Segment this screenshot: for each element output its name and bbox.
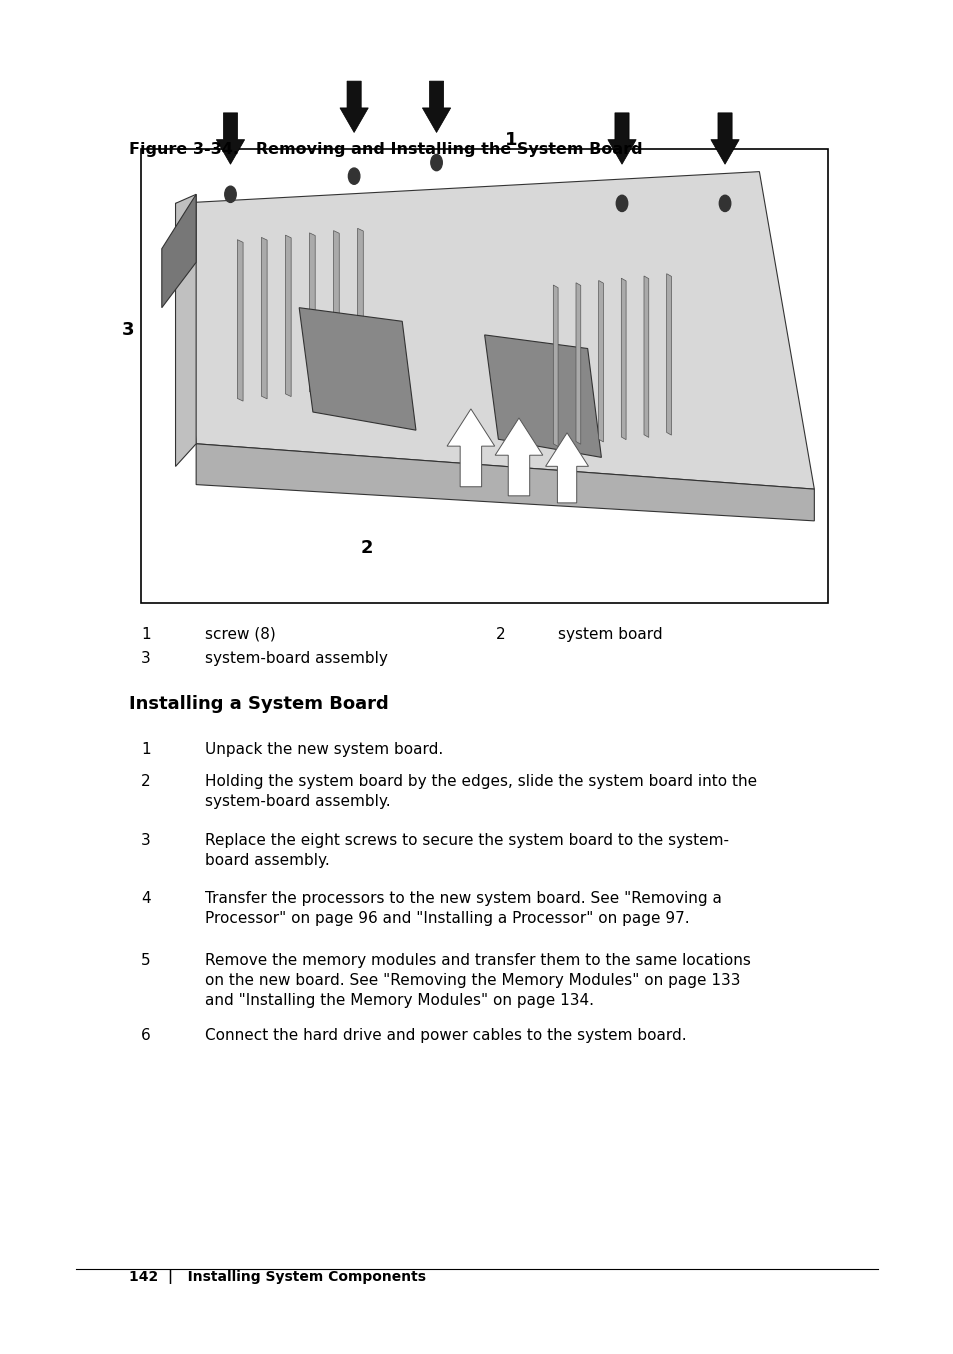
Text: 4: 4 [141, 891, 151, 906]
Polygon shape [620, 278, 625, 440]
Circle shape [719, 195, 730, 211]
Text: screw (8): screw (8) [205, 627, 275, 642]
Text: 5: 5 [141, 953, 151, 968]
Text: Replace the eight screws to secure the system board to the system-
board assembl: Replace the eight screws to secure the s… [205, 833, 728, 868]
Polygon shape [422, 81, 450, 133]
Polygon shape [309, 233, 314, 394]
Text: 142  |   Installing System Components: 142 | Installing System Components [129, 1270, 425, 1284]
Circle shape [431, 154, 442, 171]
Text: system-board assembly: system-board assembly [205, 651, 388, 666]
Text: 1: 1 [141, 742, 151, 757]
Polygon shape [285, 236, 291, 397]
Text: 2: 2 [360, 539, 374, 556]
Polygon shape [643, 276, 648, 437]
Text: Holding the system board by the edges, slide the system board into the
system-bo: Holding the system board by the edges, s… [205, 774, 757, 810]
Polygon shape [666, 274, 671, 435]
Bar [141, 149, 827, 603]
Text: 1: 1 [141, 627, 151, 642]
Polygon shape [545, 433, 588, 502]
Polygon shape [598, 280, 603, 441]
Text: 1: 1 [505, 131, 517, 149]
Circle shape [225, 185, 236, 202]
Polygon shape [339, 81, 368, 133]
Text: 3: 3 [122, 321, 134, 340]
Polygon shape [447, 409, 495, 486]
Polygon shape [175, 194, 196, 466]
Polygon shape [162, 194, 196, 307]
Text: Connect the hard drive and power cables to the system board.: Connect the hard drive and power cables … [205, 1028, 686, 1043]
Text: 2: 2 [141, 774, 151, 789]
Polygon shape [607, 112, 636, 164]
Polygon shape [196, 444, 814, 521]
Text: Figure 3-34.   Removing and Installing the System Board: Figure 3-34. Removing and Installing the… [129, 142, 641, 157]
Text: Remove the memory modules and transfer them to the same locations
on the new boa: Remove the memory modules and transfer t… [205, 953, 750, 1007]
Text: system board: system board [558, 627, 662, 642]
Polygon shape [484, 334, 600, 458]
Polygon shape [334, 230, 339, 393]
Text: Installing a System Board: Installing a System Board [129, 695, 388, 712]
Polygon shape [710, 112, 739, 164]
Text: 3: 3 [141, 651, 151, 666]
Polygon shape [261, 237, 267, 399]
Polygon shape [299, 307, 416, 431]
Circle shape [616, 195, 627, 211]
Polygon shape [175, 172, 814, 489]
Polygon shape [216, 112, 244, 164]
Text: Unpack the new system board.: Unpack the new system board. [205, 742, 443, 757]
Text: 2: 2 [496, 627, 505, 642]
Polygon shape [357, 229, 363, 390]
Circle shape [348, 168, 359, 184]
Polygon shape [237, 240, 243, 401]
Text: Transfer the processors to the new system board. See "Removing a
Processor" on p: Transfer the processors to the new syste… [205, 891, 721, 926]
Polygon shape [495, 418, 542, 496]
Polygon shape [553, 284, 558, 447]
Polygon shape [576, 283, 580, 444]
Text: 6: 6 [141, 1028, 151, 1043]
Text: 3: 3 [141, 833, 151, 848]
